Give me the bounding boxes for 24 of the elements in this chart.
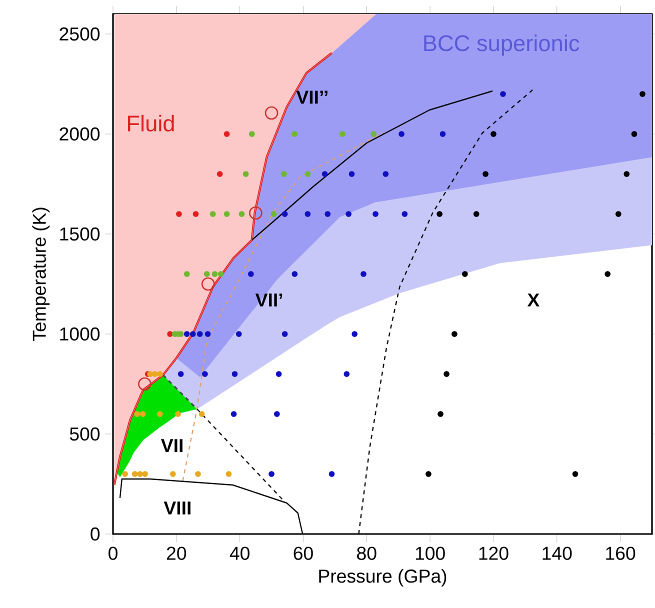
annotation: VII bbox=[161, 439, 182, 452]
x-axis-title: Pressure (GPa) bbox=[319, 569, 446, 586]
y-tick-label: 2000 bbox=[60, 127, 100, 141]
x-tick-label: 100 bbox=[416, 546, 445, 560]
annotation: BCC superionic bbox=[424, 34, 580, 56]
x-tick-label: 0 bbox=[108, 546, 118, 560]
y-axis-title: Temperature (K) bbox=[32, 208, 50, 342]
annotation: VII’ bbox=[255, 294, 282, 306]
x-tick-label: 20 bbox=[166, 546, 186, 560]
y-tick-label: 2500 bbox=[60, 27, 100, 41]
x-tick-label: 160 bbox=[606, 546, 636, 560]
y-tick-label: 1000 bbox=[60, 327, 100, 341]
annotation: VII’’ bbox=[296, 90, 328, 104]
x-tick-label: 80 bbox=[357, 546, 376, 560]
y-tick-label: 500 bbox=[70, 427, 100, 441]
x-tick-label: 140 bbox=[542, 546, 572, 560]
x-tick-label: 60 bbox=[294, 546, 313, 560]
x-tick-label: 40 bbox=[230, 546, 250, 560]
y-tick-label: 0 bbox=[90, 527, 100, 541]
annotation: VIII bbox=[164, 502, 190, 514]
x-tick-label: 120 bbox=[479, 546, 508, 560]
y-tick-label: 1500 bbox=[60, 227, 100, 241]
annotation: X bbox=[527, 294, 540, 306]
annotation: Fluid bbox=[128, 114, 174, 132]
